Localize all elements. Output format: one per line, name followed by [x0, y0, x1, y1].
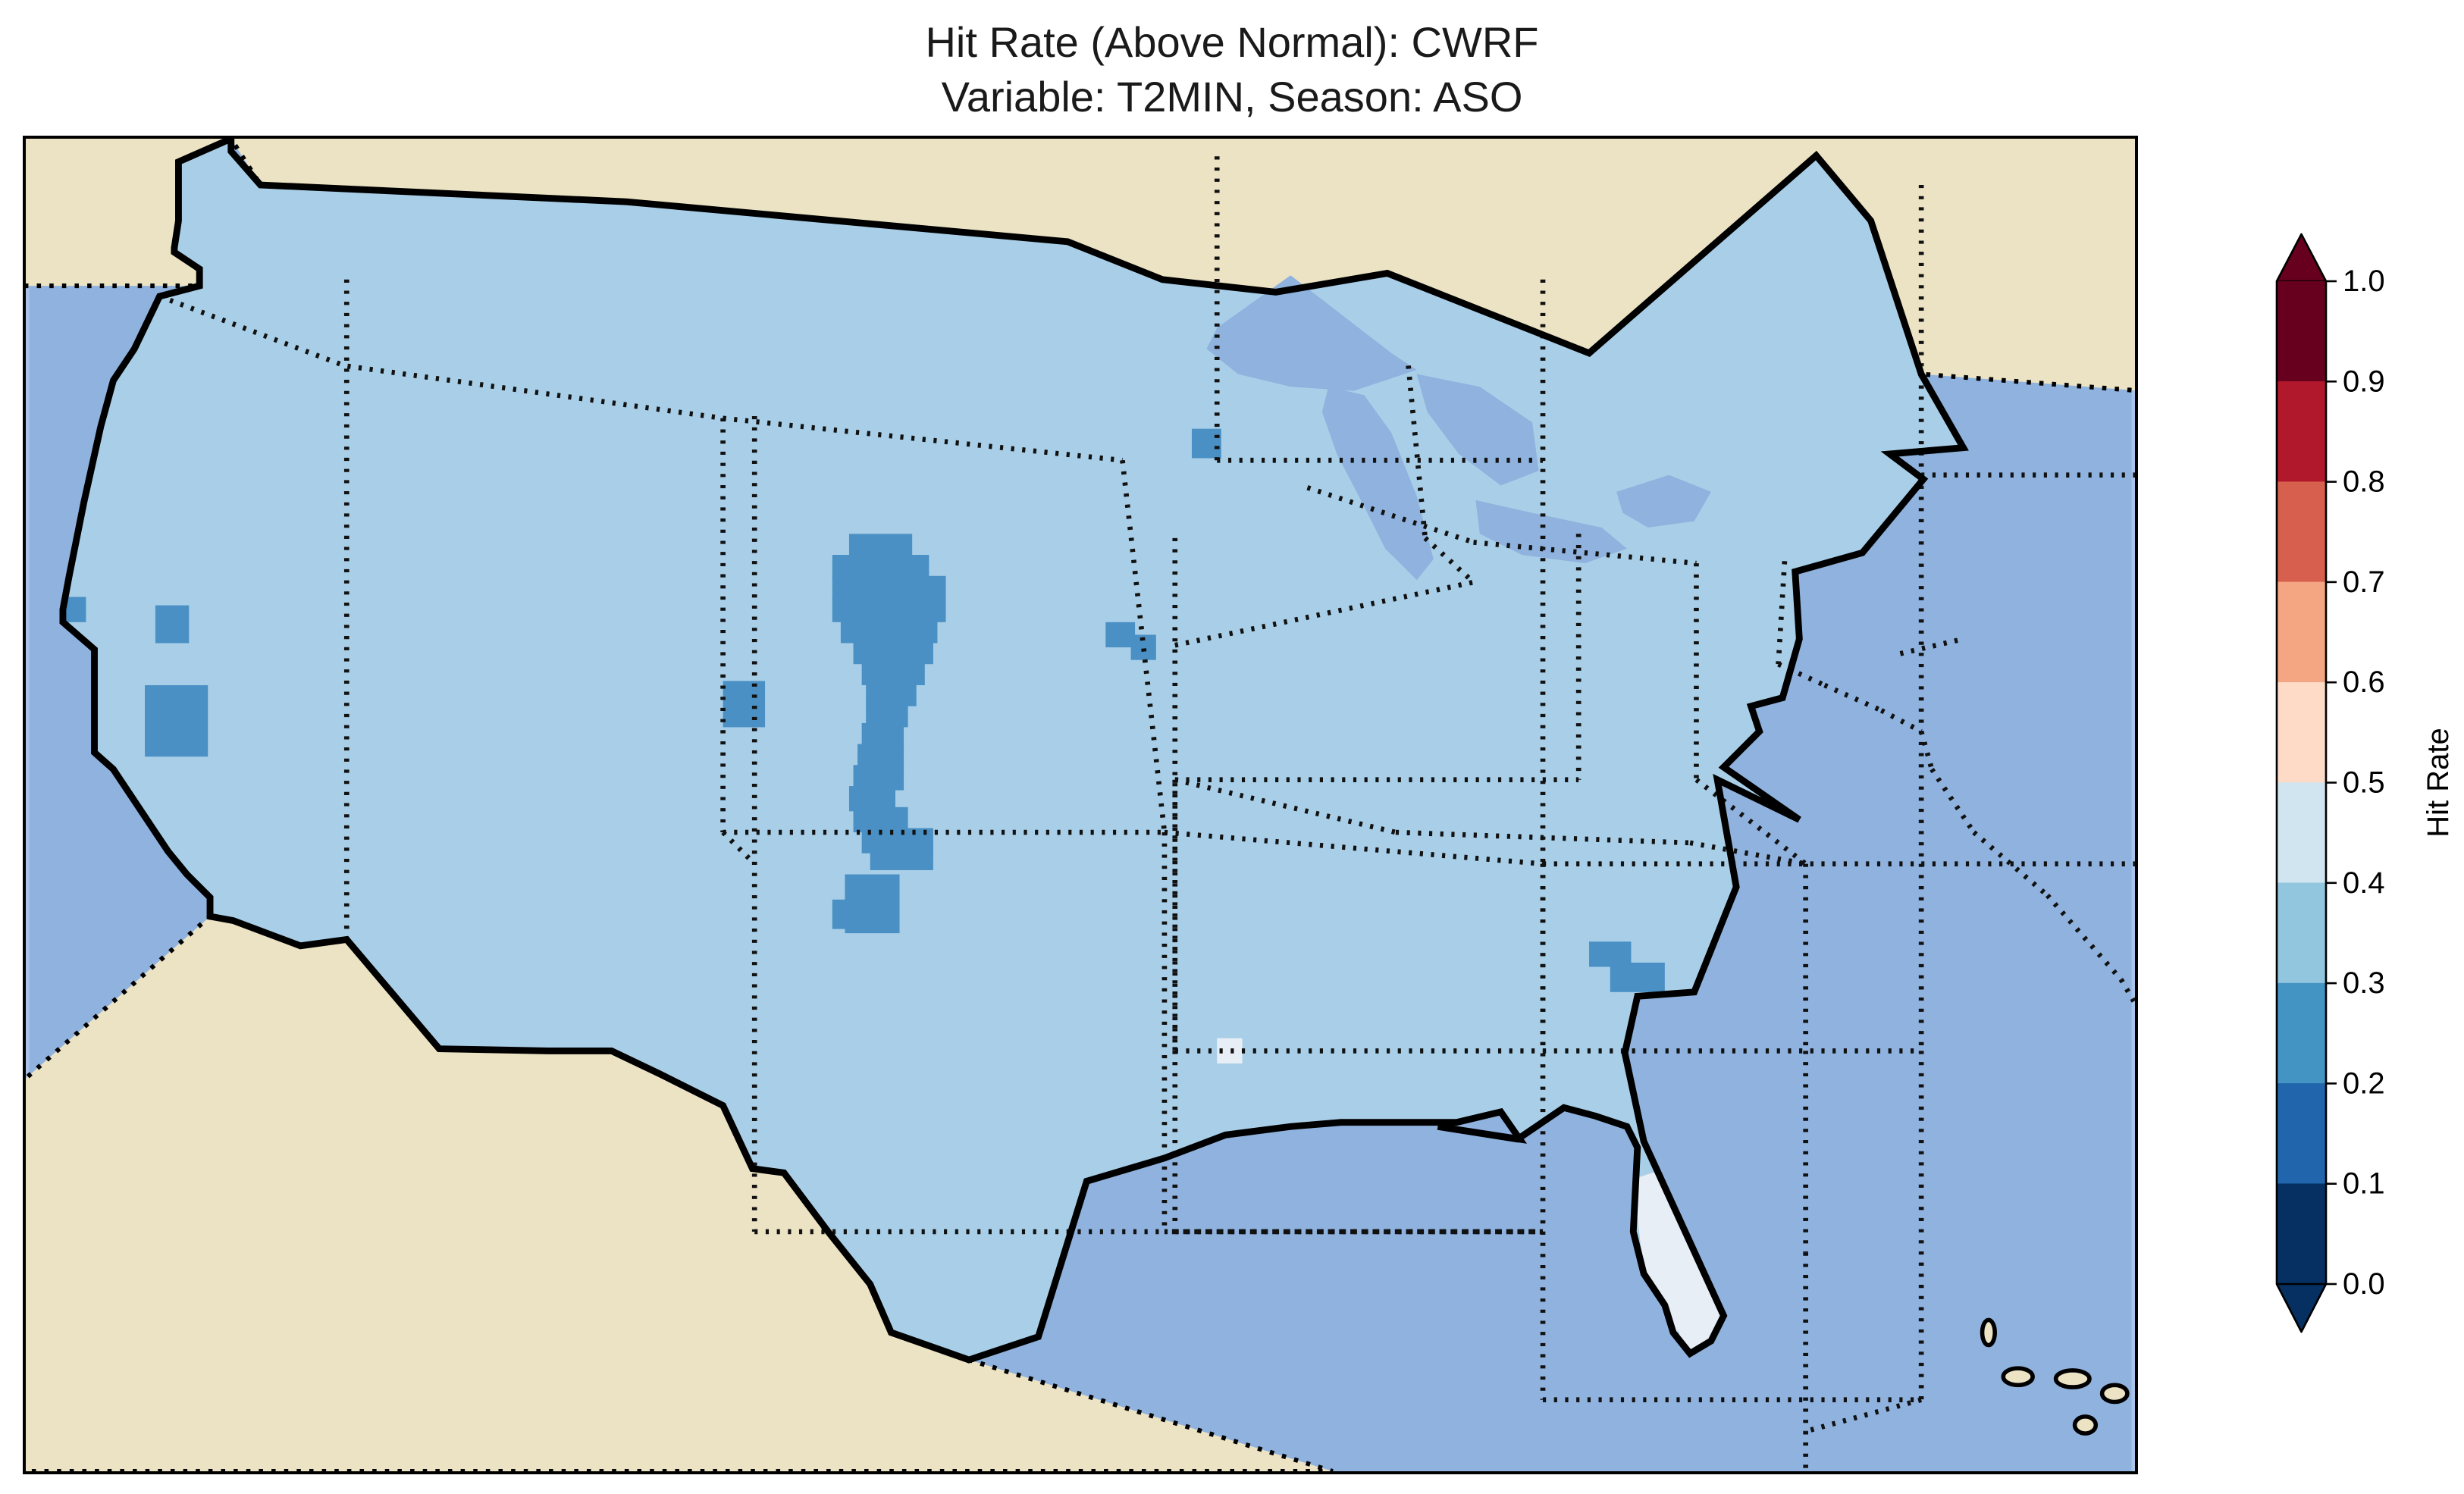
svg-text:0.6: 0.6 [2343, 666, 2385, 699]
svg-text:0.4: 0.4 [2343, 866, 2385, 900]
svg-text:0.5: 0.5 [2343, 766, 2385, 800]
svg-text:0.7: 0.7 [2343, 565, 2385, 599]
svg-text:0.2: 0.2 [2343, 1066, 2385, 1100]
svg-text:0.8: 0.8 [2343, 465, 2385, 499]
svg-text:0.9: 0.9 [2343, 365, 2385, 398]
svg-text:1.0: 1.0 [2343, 265, 2385, 298]
svg-text:0.0: 0.0 [2343, 1267, 2385, 1301]
svg-text:0.1: 0.1 [2343, 1167, 2385, 1201]
svg-text:0.3: 0.3 [2343, 966, 2385, 1000]
svg-text:Hit Rate: Hit Rate [2422, 728, 2455, 838]
